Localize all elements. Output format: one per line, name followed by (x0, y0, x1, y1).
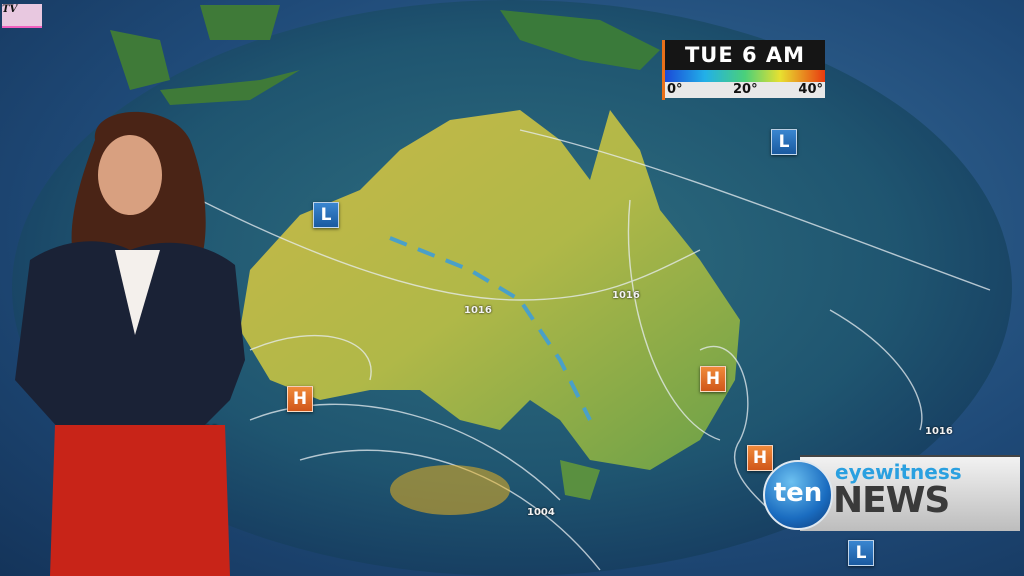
isobar-label: 1016 (464, 305, 492, 316)
ten-logo: ten (763, 460, 833, 530)
news-branding-banner (800, 455, 1020, 531)
high-pressure-marker: H (747, 445, 773, 471)
isobar-label: 1016 (612, 290, 640, 301)
rain-band (390, 465, 510, 515)
low-pressure-marker: L (848, 540, 874, 566)
watermark-text: TV (2, 4, 18, 15)
tasmania (560, 460, 600, 500)
tv-watermark-logo: TV (2, 4, 42, 28)
low-pressure-marker: L (771, 129, 797, 155)
indonesia-islands (110, 5, 300, 105)
forecast-time-label: TUE 6 AM (665, 40, 825, 70)
scale-label-max: 40° (798, 82, 823, 97)
presenter (15, 111, 245, 576)
low-pressure-marker: L (313, 202, 339, 228)
scale-label-mid: 20° (733, 82, 758, 97)
program-name-top: eyewitness (835, 460, 962, 484)
program-name-bottom: NEWS (833, 480, 950, 521)
isobar-lines (199, 129, 991, 571)
high-pressure-marker: H (700, 366, 726, 392)
high-pressure-marker: H (287, 386, 313, 412)
forecast-time-legend: TUE 6 AM 0° 20° 40° (662, 40, 825, 100)
scale-label-min: 0° (667, 82, 683, 97)
temperature-color-scale (665, 70, 825, 82)
isobar-label: 1004 (527, 507, 555, 518)
isobar-label: 1016 (925, 426, 953, 437)
australia-landmass (240, 110, 740, 470)
temperature-scale-labels: 0° 20° 40° (665, 82, 825, 98)
new-guinea (500, 10, 660, 70)
